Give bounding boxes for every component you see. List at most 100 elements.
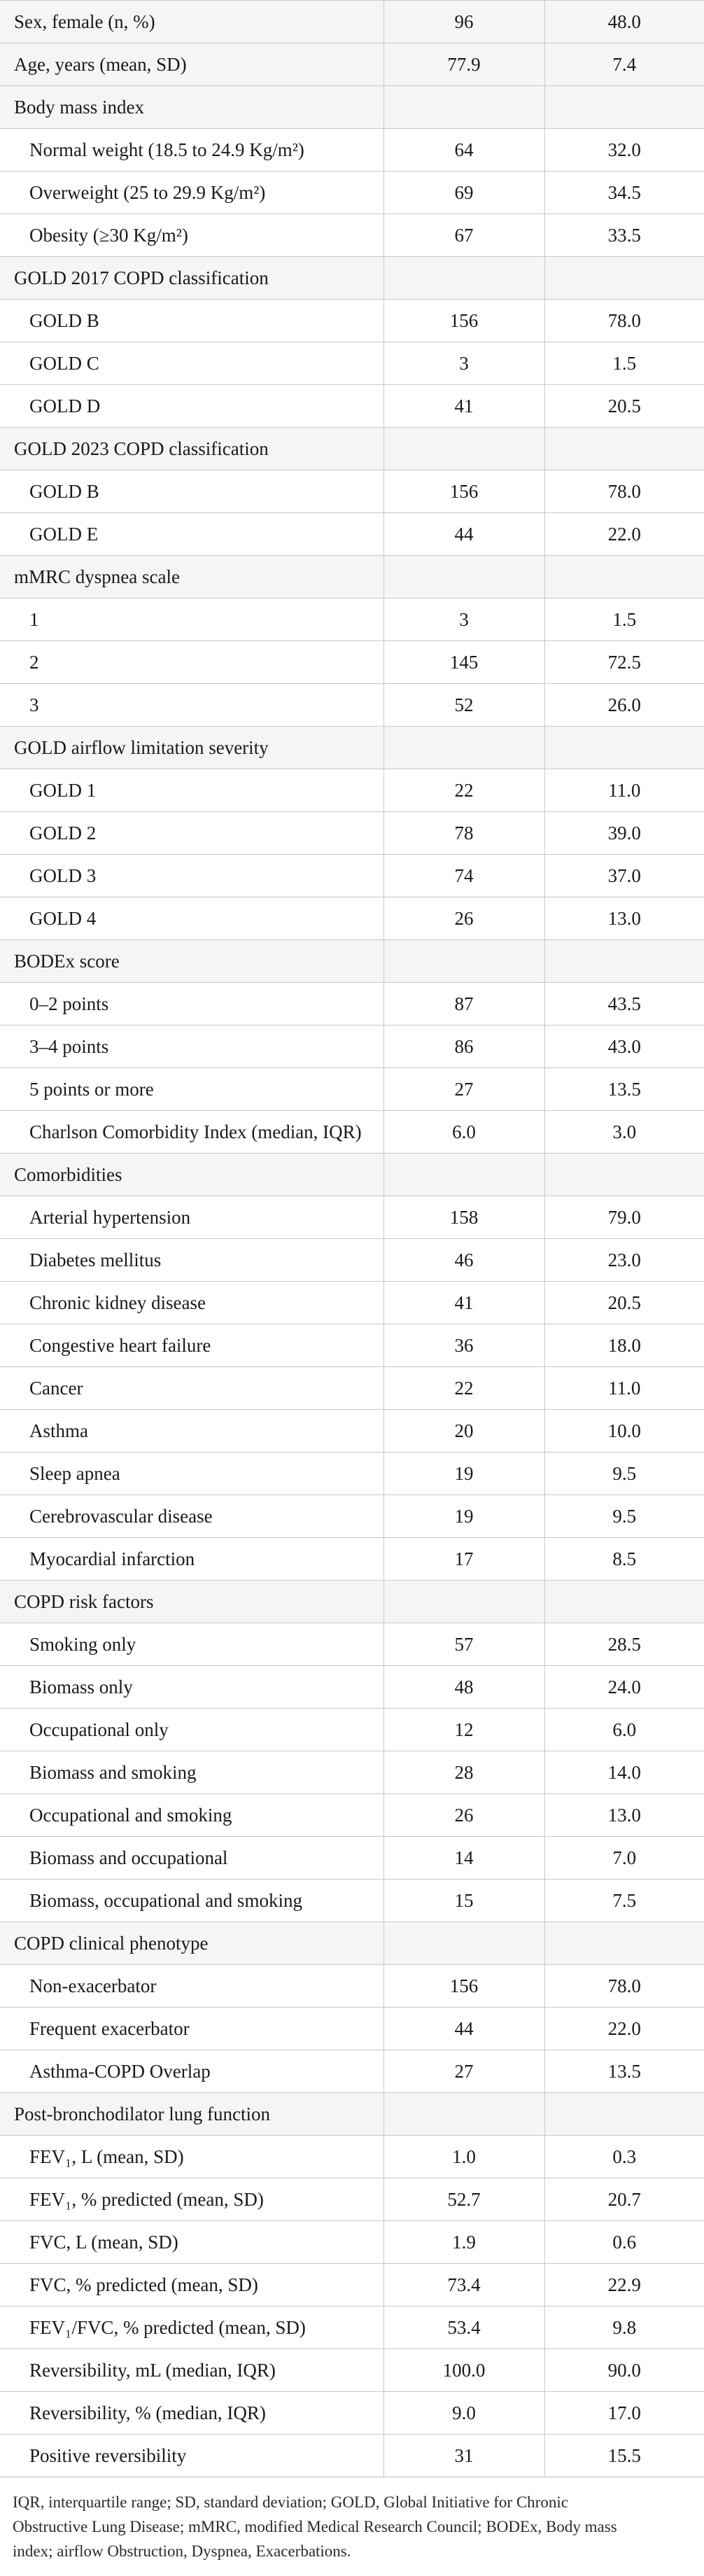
table-section-row: BODEx score <box>0 939 704 983</box>
row-label: Chronic kidney disease <box>0 1281 384 1324</box>
row-label: Reversibility, mL (median, IQR) <box>0 2348 384 2392</box>
section-label: Comorbidities <box>0 1153 384 1196</box>
row-label: Occupational only <box>0 1708 384 1751</box>
count-cell: 36 <box>383 1324 545 1367</box>
row-label: FVC, % predicted (mean, SD) <box>0 2263 384 2306</box>
percent-cell <box>544 1921 704 1965</box>
row-label: Reversibility, % (median, IQR) <box>0 2391 384 2435</box>
table-row: Cancer 22 11.0 <box>0 1366 704 1410</box>
row-label: Occupational and smoking <box>0 1793 384 1837</box>
percent-cell: 37.0 <box>544 854 704 897</box>
percent-cell: 78.0 <box>544 470 704 513</box>
table-row: GOLD 3 74 37.0 <box>0 854 704 897</box>
table-row: Obesity (≥30 Kg/m²) 67 33.5 <box>0 214 704 257</box>
table-row: GOLD B 156 78.0 <box>0 299 704 342</box>
count-cell: 86 <box>383 1025 545 1068</box>
count-cell: 46 <box>383 1238 545 1282</box>
percent-cell: 13.0 <box>544 897 704 940</box>
count-cell <box>383 555 545 598</box>
count-cell <box>383 939 545 983</box>
percent-cell: 7.4 <box>544 43 704 86</box>
row-label: FEV₁, % predicted (mean, SD) <box>0 2178 384 2221</box>
footnote-line: IQR, interquartile range; SD, standard d… <box>13 2493 568 2511</box>
table-row: Biomass, occupational and smoking 15 7.5 <box>0 1879 704 1922</box>
count-cell: 87 <box>383 982 545 1026</box>
percent-cell: 22.0 <box>544 512 704 556</box>
count-cell: 74 <box>383 854 545 897</box>
footnote-line: index; airflow Obstruction, Dyspnea, Exa… <box>13 2542 351 2560</box>
percent-cell: 11.0 <box>544 1366 704 1410</box>
row-label: GOLD C <box>0 342 384 385</box>
row-label: Non-exacerbator <box>0 1964 384 2008</box>
row-label: 1 <box>0 598 384 641</box>
table-row: GOLD D 41 20.5 <box>0 384 704 428</box>
row-label: Biomass, occupational and smoking <box>0 1879 384 1922</box>
table-row: Sleep apnea 19 9.5 <box>0 1452 704 1495</box>
table-row: Occupational and smoking 26 13.0 <box>0 1793 704 1837</box>
percent-cell: 79.0 <box>544 1196 704 1239</box>
count-cell: 15 <box>383 1879 545 1922</box>
percent-cell: 43.5 <box>544 982 704 1026</box>
section-label: Body mass index <box>0 85 384 129</box>
section-label: Sex, female (n, %) <box>0 0 384 43</box>
percent-cell: 20.7 <box>544 2178 704 2221</box>
percent-cell: 1.5 <box>544 598 704 641</box>
percent-cell: 15.5 <box>544 2434 704 2477</box>
table-row: FVC, % predicted (mean, SD) 73.4 22.9 <box>0 2263 704 2306</box>
percent-cell: 23.0 <box>544 1238 704 1282</box>
table-row: Chronic kidney disease 41 20.5 <box>0 1281 704 1324</box>
count-cell <box>383 1153 545 1196</box>
count-cell: 64 <box>383 128 545 172</box>
count-cell: 41 <box>383 384 545 428</box>
count-cell: 77.9 <box>383 43 545 86</box>
percent-cell: 10.0 <box>544 1409 704 1452</box>
row-label: Asthma <box>0 1409 384 1452</box>
table-row: Overweight (25 to 29.9 Kg/m²) 69 34.5 <box>0 171 704 214</box>
percent-cell <box>544 726 704 769</box>
table-section-row: Body mass index <box>0 85 704 129</box>
row-label: GOLD E <box>0 512 384 556</box>
table-section-row: Post-bronchodilator lung function <box>0 2092 704 2136</box>
percent-cell: 22.9 <box>544 2263 704 2306</box>
percent-cell: 39.0 <box>544 811 704 855</box>
percent-cell: 18.0 <box>544 1324 704 1367</box>
row-label: Overweight (25 to 29.9 Kg/m²) <box>0 171 384 214</box>
count-cell: 27 <box>383 1068 545 1111</box>
count-cell: 1.9 <box>383 2220 545 2264</box>
row-label: GOLD 1 <box>0 769 384 812</box>
table-section-row: Age, years (mean, SD) 77.9 7.4 <box>0 43 704 86</box>
row-label: GOLD B <box>0 299 384 342</box>
table-row: FEV₁, % predicted (mean, SD) 52.7 20.7 <box>0 2178 704 2221</box>
percent-cell: 8.5 <box>544 1537 704 1581</box>
count-cell: 44 <box>383 2007 545 2050</box>
count-cell: 57 <box>383 1623 545 1666</box>
row-label: Charlson Comorbidity Index (median, IQR) <box>0 1110 384 1154</box>
percent-cell: 0.6 <box>544 2220 704 2264</box>
table-row: Charlson Comorbidity Index (median, IQR)… <box>0 1110 704 1154</box>
percent-cell: 24.0 <box>544 1665 704 1709</box>
count-cell <box>383 2092 545 2136</box>
table-row: Smoking only 57 28.5 <box>0 1623 704 1666</box>
row-label: Normal weight (18.5 to 24.9 Kg/m²) <box>0 128 384 172</box>
count-cell: 28 <box>383 1751 545 1794</box>
table-row: Occupational only 12 6.0 <box>0 1708 704 1751</box>
row-label: GOLD D <box>0 384 384 428</box>
section-label: BODEx score <box>0 939 384 983</box>
table-section-row: Comorbidities <box>0 1153 704 1196</box>
percent-cell: 6.0 <box>544 1708 704 1751</box>
percent-cell: 9.8 <box>544 2306 704 2349</box>
section-label: mMRC dyspnea scale <box>0 555 384 598</box>
row-label: Biomass only <box>0 1665 384 1709</box>
table-row: Biomass only 48 24.0 <box>0 1665 704 1709</box>
count-cell: 156 <box>383 299 545 342</box>
row-label: 2 <box>0 640 384 684</box>
percent-cell: 48.0 <box>544 0 704 43</box>
count-cell: 31 <box>383 2434 545 2477</box>
row-label: GOLD 2 <box>0 811 384 855</box>
count-cell: 19 <box>383 1494 545 1538</box>
percent-cell: 14.0 <box>544 1751 704 1794</box>
table-row: 2 145 72.5 <box>0 640 704 684</box>
section-label: GOLD 2017 COPD classification <box>0 256 384 300</box>
percent-cell <box>544 427 704 470</box>
percent-cell <box>544 2092 704 2136</box>
